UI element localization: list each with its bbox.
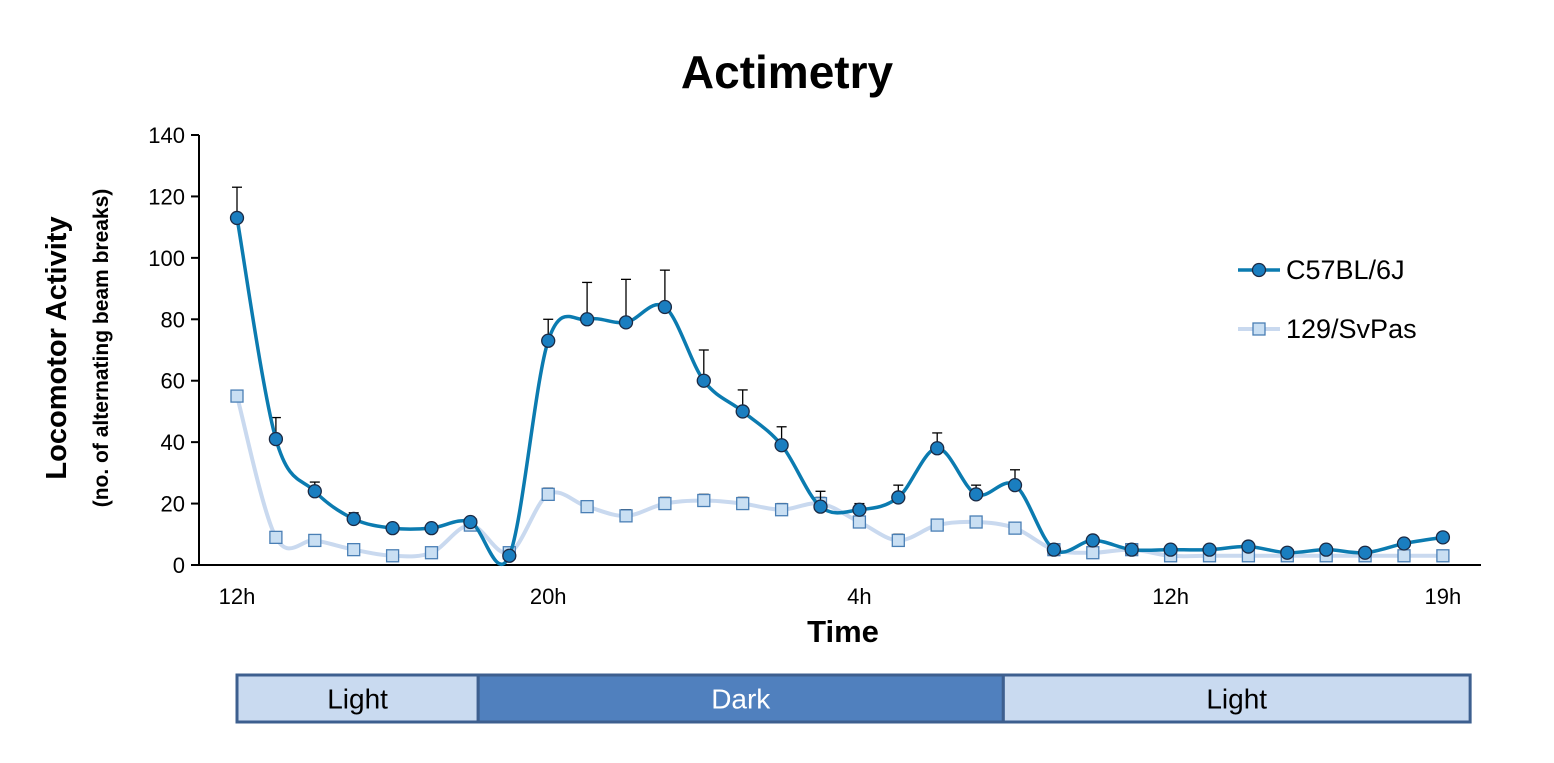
y-tick-label: 140	[148, 123, 185, 148]
y-tick-label: 100	[148, 246, 185, 271]
data-point	[230, 389, 244, 403]
data-point	[697, 493, 711, 508]
data-point	[1397, 549, 1411, 563]
data-point	[1046, 542, 1062, 557]
data-point	[385, 549, 400, 563]
legend-marker	[1252, 322, 1266, 336]
data-point	[1396, 536, 1412, 551]
data-point	[891, 533, 905, 548]
data-point	[930, 518, 944, 532]
data-point	[1124, 542, 1139, 557]
data-point	[541, 487, 555, 502]
y-tick-label: 120	[148, 184, 185, 209]
data-point	[1085, 533, 1100, 548]
x-tick-label: 12h	[1152, 584, 1189, 609]
data-point	[969, 515, 983, 529]
data-point	[502, 548, 517, 563]
data-point	[347, 542, 361, 557]
data-point	[1086, 546, 1100, 560]
data-point	[618, 315, 634, 330]
data-point	[852, 515, 867, 529]
series-c57bl6j	[229, 186, 1451, 567]
data-point	[269, 530, 283, 545]
phase-dark: Dark	[476, 673, 1005, 724]
data-point	[696, 373, 711, 388]
data-point	[852, 502, 867, 517]
chart-title: Actimetry	[681, 46, 894, 98]
phase-rect	[235, 673, 480, 724]
data-point	[1280, 545, 1295, 560]
plot-area	[229, 186, 1451, 567]
data-point	[308, 533, 322, 548]
data-point	[735, 404, 750, 419]
legend-marker	[1251, 262, 1267, 278]
series-line	[235, 395, 1443, 559]
data-point	[891, 490, 906, 505]
y-tick-label: 40	[161, 430, 185, 455]
data-point	[1357, 545, 1373, 560]
data-point	[968, 487, 984, 502]
data-point	[657, 299, 673, 315]
data-point	[424, 546, 439, 560]
data-point	[541, 333, 556, 348]
data-point	[463, 514, 478, 530]
x-axis-label: Time	[807, 614, 879, 649]
legend-item: C57BL/6J	[1238, 255, 1405, 285]
legend-item: 129/SvPas	[1238, 314, 1417, 344]
data-point	[346, 511, 361, 527]
data-point	[580, 499, 594, 514]
legend-label: 129/SvPas	[1286, 314, 1417, 344]
y-tick-label: 20	[161, 492, 185, 517]
data-point	[736, 496, 750, 511]
legend-label: C57BL/6J	[1286, 255, 1405, 285]
axes: 0 20 40 60 80 100 120 140 12h 20h 4h 12h 19h	[148, 123, 1481, 609]
data-point	[1319, 542, 1334, 557]
y-tick-label: 0	[173, 553, 185, 578]
data-point	[619, 509, 633, 523]
phase-label: Light	[327, 684, 388, 715]
data-point	[1436, 549, 1450, 563]
data-point	[307, 484, 322, 499]
data-point	[1007, 477, 1023, 493]
phase-light: Light	[235, 673, 480, 724]
data-point	[813, 499, 828, 514]
x-tick-label: 20h	[530, 584, 567, 609]
phase-label: Light	[1206, 684, 1267, 715]
series-129svpas	[230, 389, 1450, 563]
data-point	[1241, 539, 1256, 554]
data-point	[424, 520, 439, 536]
phase-light: Light	[1001, 673, 1472, 724]
data-point	[930, 441, 945, 456]
data-point	[268, 431, 284, 447]
y-axis-sublabel: (no. of alternating beam breaks)	[90, 189, 113, 508]
x-tick-label: 12h	[219, 584, 256, 609]
light-dark-bar: Light Dark Light	[235, 673, 1472, 724]
data-point	[1435, 530, 1451, 545]
x-tick-label: 19h	[1425, 584, 1462, 609]
data-point	[1163, 542, 1178, 557]
y-tick-label: 80	[161, 307, 185, 332]
data-point	[579, 312, 595, 327]
y-axis-label: Locomotor Activity	[41, 216, 73, 479]
data-point	[1202, 542, 1217, 557]
legend: C57BL/6J 129/SvPas	[1238, 255, 1417, 344]
data-point	[1008, 521, 1022, 535]
phase-label: Dark	[711, 684, 771, 715]
data-point	[385, 520, 400, 536]
data-point	[774, 503, 789, 517]
y-axis-title: Locomotor Activity (no. of alternating b…	[41, 189, 113, 508]
y-tick-label: 60	[161, 369, 185, 394]
data-point	[658, 496, 672, 511]
data-point	[229, 210, 245, 226]
x-tick-label: 4h	[847, 584, 871, 609]
phase-rect	[1001, 673, 1472, 724]
data-point	[774, 438, 789, 453]
